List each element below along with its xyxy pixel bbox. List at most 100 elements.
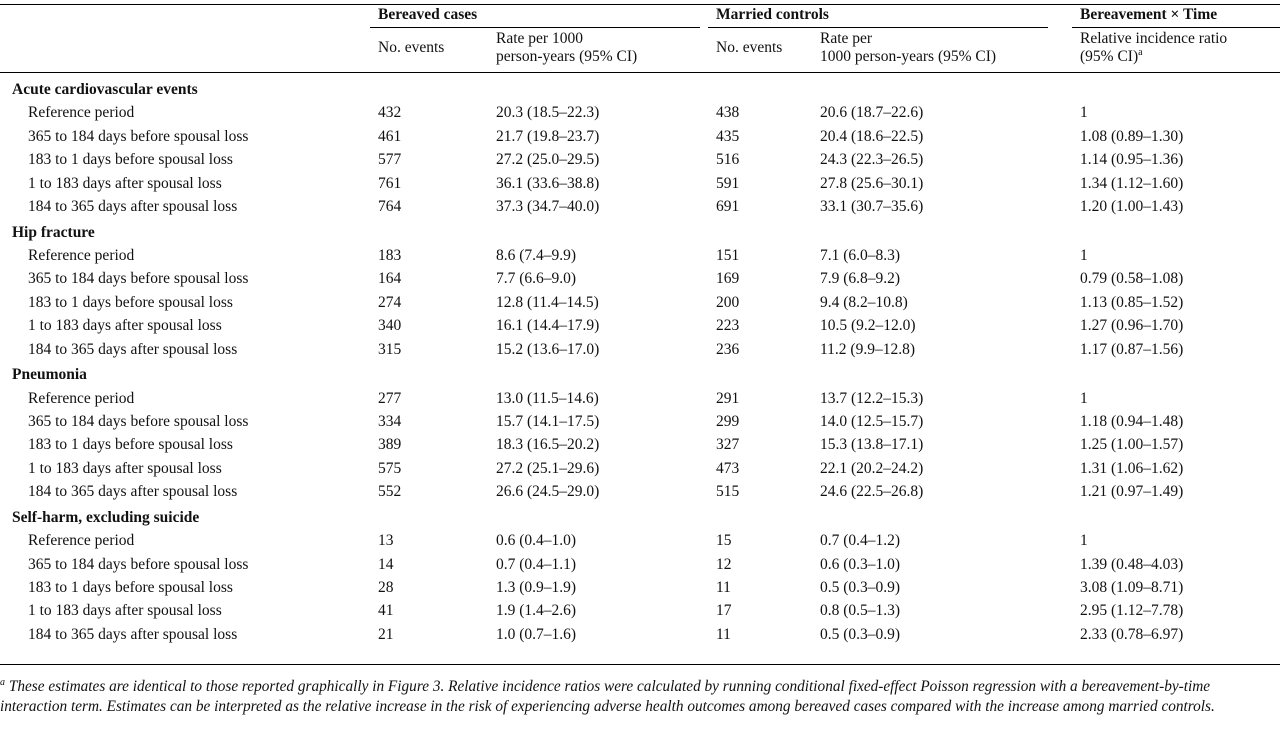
cell-period: 183 to 1 days before spousal loss: [28, 151, 233, 169]
cell-m-rate: 0.5 (0.3–0.9): [820, 579, 901, 596]
subheader-cases-rate-line2: person-years (95% CI): [496, 48, 638, 65]
cell-m-rate: 20.6 (18.7–22.6): [820, 104, 924, 122]
cell-m-n: 691: [716, 198, 740, 215]
cell-period: Reference period: [28, 104, 135, 122]
table-footnote: a These estimates are identical to those…: [0, 677, 1262, 716]
cell-c-rate: 15.2 (13.6–17.0): [496, 340, 600, 358]
cell-rir: 1: [1080, 389, 1088, 407]
subheader-cases-rate-line1: Rate per 1000: [496, 30, 583, 47]
cell-period: Reference period: [28, 247, 135, 264]
section-title: Self-harm, excluding suicide: [12, 508, 200, 526]
cell-m-rate: 10.5 (9.2–12.0): [820, 317, 916, 335]
subheader-controls-rate-line2: 1000 person-years (95% CI): [820, 48, 997, 65]
cell-m-rate: 9.4 (8.2–10.8): [820, 293, 908, 311]
bottom-rule: [0, 664, 1280, 665]
cell-m-n: 516: [716, 151, 740, 169]
cell-rir: 1.39 (0.48–4.03): [1080, 555, 1184, 573]
cell-m-n: 473: [716, 459, 740, 477]
group-header-bereavement-time: Bereavement × Time: [1080, 6, 1218, 23]
footnote-marker-header: a: [1138, 46, 1143, 58]
cell-c-rate: 1.9 (1.4–2.6): [496, 602, 577, 620]
cell-m-n: 223: [716, 317, 740, 335]
cell-c-rate: 12.8 (11.4–14.5): [496, 293, 599, 311]
cell-period: 183 to 1 days before spousal loss: [28, 436, 233, 454]
cell-period: 365 to 184 days before spousal loss: [28, 555, 249, 573]
cell-m-n: 151: [716, 247, 740, 264]
cell-m-n: 169: [716, 270, 740, 288]
cell-period: 1 to 183 days after spousal loss: [28, 317, 222, 335]
cell-rir: 1.27 (0.96–1.70): [1080, 317, 1184, 335]
cell-c-n: 21: [378, 625, 394, 643]
cell-c-n: 432: [378, 104, 402, 122]
cell-rir: 1.20 (1.00–1.43): [1080, 198, 1184, 215]
cell-rir: 1.14 (0.95–1.36): [1080, 151, 1184, 169]
cell-period: 365 to 184 days before spousal loss: [28, 413, 249, 430]
cell-period: 184 to 365 days after spousal loss: [28, 198, 238, 215]
cell-m-n: 438: [716, 104, 740, 122]
cell-period: 183 to 1 days before spousal loss: [28, 579, 233, 596]
cell-period: 184 to 365 days after spousal loss: [28, 340, 238, 358]
cell-c-n: 340: [378, 317, 402, 335]
cell-period: 183 to 1 days before spousal loss: [28, 293, 233, 311]
footnote-marker: a: [0, 676, 5, 688]
cell-m-n: 327: [716, 436, 740, 454]
cell-c-n: 761: [378, 174, 402, 192]
cell-m-n: 591: [716, 174, 740, 192]
cell-m-rate: 7.1 (6.0–8.3): [820, 247, 901, 264]
cell-c-rate: 20.3 (18.5–22.3): [496, 104, 600, 122]
cell-rir: 1.18 (0.94–1.48): [1080, 413, 1184, 430]
cell-m-n: 236: [716, 340, 740, 358]
header-rule: [0, 72, 1280, 73]
cell-m-n: 435: [716, 127, 740, 145]
cell-m-rate: 33.1 (30.7–35.6): [820, 198, 924, 215]
cell-rir: 2.95 (1.12–7.78): [1080, 602, 1184, 620]
cell-c-rate: 7.7 (6.6–9.0): [496, 270, 577, 288]
cell-rir: 1.21 (0.97–1.49): [1080, 483, 1184, 501]
group-header-married-controls: Married controls: [716, 6, 829, 23]
cell-rir: 1.34 (1.12–1.60): [1080, 174, 1184, 192]
cell-m-rate: 0.6 (0.3–1.0): [820, 555, 901, 573]
cell-c-n: 552: [378, 483, 402, 501]
cell-period: 365 to 184 days before spousal loss: [28, 270, 249, 288]
cell-m-n: 15: [716, 532, 732, 550]
cell-rir: 1.08 (0.89–1.30): [1080, 127, 1184, 145]
cell-m-n: 17: [716, 602, 732, 620]
cell-c-rate: 26.6 (24.5–29.0): [496, 483, 600, 501]
cell-m-rate: 0.8 (0.5–1.3): [820, 602, 901, 620]
cell-c-n: 389: [378, 436, 402, 454]
subheader-cases-no-events: No. events: [378, 39, 445, 56]
cell-c-n: 41: [378, 602, 394, 620]
cell-m-n: 291: [716, 389, 740, 407]
cell-c-n: 577: [378, 151, 402, 169]
top-rule: [0, 4, 1280, 5]
subheader-controls-rate-line1: Rate per: [820, 30, 873, 47]
cell-rir: 1.13 (0.85–1.52): [1080, 293, 1184, 311]
section-title: Hip fracture: [12, 223, 95, 241]
cell-rir: 0.79 (0.58–1.08): [1080, 270, 1184, 288]
cell-m-n: 515: [716, 483, 740, 501]
cell-c-rate: 15.7 (14.1–17.5): [496, 413, 600, 430]
cell-m-rate: 24.6 (22.5–26.8): [820, 483, 924, 501]
cell-period: 1 to 183 days after spousal loss: [28, 459, 222, 477]
cell-rir: 1.17 (0.87–1.56): [1080, 340, 1184, 358]
group-underline-rir: [1072, 27, 1280, 28]
subheader-rir-line2-text: (95% CI): [1080, 48, 1139, 65]
cell-m-n: 299: [716, 413, 740, 430]
footnote-text: These estimates are identical to those r…: [0, 678, 1215, 715]
cell-c-n: 315: [378, 340, 402, 358]
cell-rir: 3.08 (1.09–8.71): [1080, 579, 1184, 596]
cell-m-rate: 0.7 (0.4–1.2): [820, 532, 901, 550]
cell-m-n: 12: [716, 555, 732, 573]
cell-c-rate: 1.0 (0.7–1.6): [496, 625, 577, 643]
cell-rir: 1.31 (1.06–1.62): [1080, 459, 1184, 477]
cell-m-rate: 11.2 (9.9–12.8): [820, 340, 915, 358]
cell-rir: 1: [1080, 532, 1088, 550]
cell-period: Reference period: [28, 389, 135, 407]
cell-period: 365 to 184 days before spousal loss: [28, 127, 249, 145]
subheader-controls-no-events: No. events: [716, 39, 783, 56]
cell-c-n: 277: [378, 389, 402, 407]
cell-c-rate: 1.3 (0.9–1.9): [496, 579, 577, 596]
cell-period: 1 to 183 days after spousal loss: [28, 174, 222, 192]
cell-c-rate: 0.7 (0.4–1.1): [496, 555, 577, 573]
